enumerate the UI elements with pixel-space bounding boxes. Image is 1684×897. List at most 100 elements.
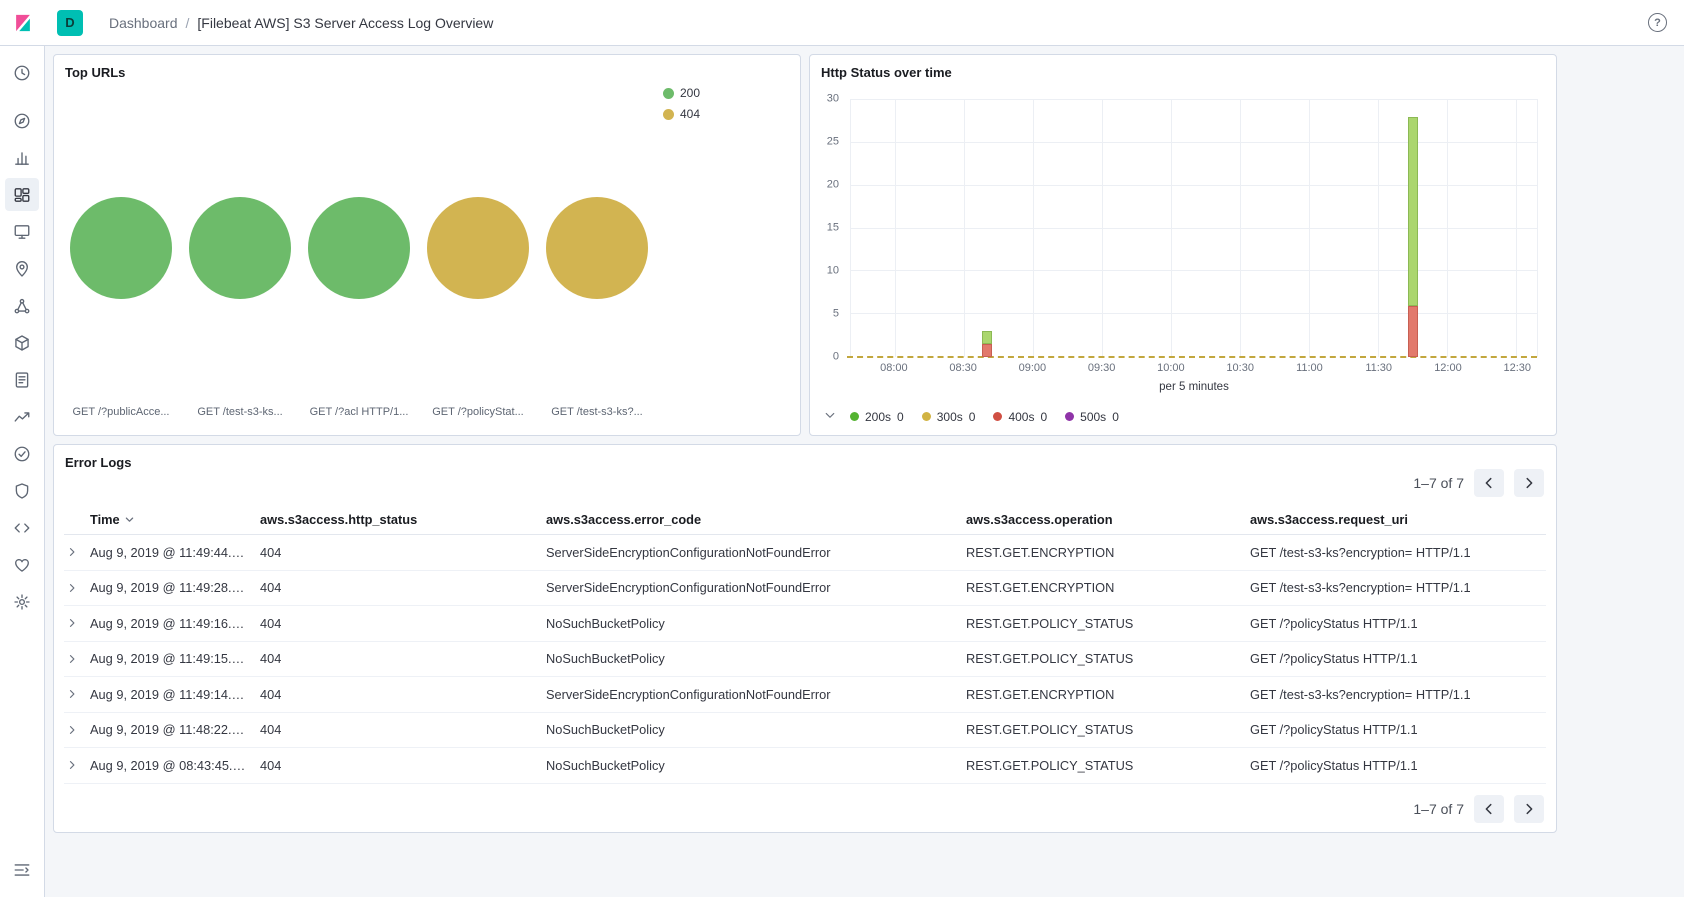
sidebar-item-canvas[interactable]	[5, 215, 39, 248]
legend-item[interactable]: 400s 0	[993, 410, 1047, 424]
previous-page-button[interactable]	[1474, 795, 1504, 823]
sidebar-item-siem[interactable]	[5, 474, 39, 507]
sidebar-item-apm[interactable]	[5, 400, 39, 433]
breadcrumb-separator: /	[186, 15, 190, 31]
kibana-logo[interactable]	[13, 13, 33, 33]
sidebar-item-infrastructure[interactable]	[5, 326, 39, 359]
bar-segment-200s	[1408, 117, 1418, 305]
column-header-time[interactable]: Time	[90, 512, 260, 527]
sidebar-item-dashboard[interactable]	[5, 178, 39, 211]
legend-color-dot	[850, 412, 859, 421]
gridline-v	[1378, 100, 1379, 357]
y-tick-15: 15	[827, 223, 839, 234]
table-row: Aug 9, 2019 @ 11:49:14.000 404 ServerSid…	[64, 677, 1546, 713]
legend-color-dot	[1065, 412, 1074, 421]
column-header-operation[interactable]: aws.s3access.operation	[966, 512, 1250, 527]
sidebar-item-stack-monitoring[interactable]	[5, 548, 39, 581]
http-status-cell: 404	[260, 687, 546, 702]
space-badge[interactable]: D	[57, 10, 83, 36]
sidebar-item-machine-learning[interactable]	[5, 289, 39, 322]
top-navigation-bar: D Dashboard / [Filebeat AWS] S3 Server A…	[0, 0, 1684, 46]
legend-collapse-icon[interactable]	[824, 409, 836, 424]
legend-item[interactable]: 300s 0	[922, 410, 976, 424]
expand-row-icon[interactable]	[66, 582, 78, 594]
gridline-v	[1033, 100, 1034, 357]
http-status-cell: 404	[260, 758, 546, 773]
legend-item[interactable]: 404	[663, 107, 700, 121]
legend-item[interactable]: 200s 0	[850, 410, 904, 424]
url-bubble-label: GET /test-s3-ks?...	[546, 406, 648, 418]
x-tick-10:00: 10:00	[1157, 362, 1185, 374]
panel-top-urls: Top URLs 200 404 GET /?publicAcce...GET …	[53, 54, 801, 436]
help-icon[interactable]: ?	[1648, 13, 1667, 32]
error-code-cell: NoSuchBucketPolicy	[546, 722, 966, 737]
y-tick-20: 20	[827, 180, 839, 191]
next-page-button[interactable]	[1514, 469, 1544, 497]
legend-value: 0	[897, 410, 904, 424]
y-tick-25: 25	[827, 137, 839, 148]
sidebar-item-dev-tools[interactable]	[5, 511, 39, 544]
sidebar-item-visualize[interactable]	[5, 141, 39, 174]
http-status-yaxis: 051015202530	[820, 99, 846, 357]
column-header-request-uri[interactable]: aws.s3access.request_uri	[1250, 512, 1546, 527]
sidebar-item-uptime[interactable]	[5, 437, 39, 470]
collapse-nav-button[interactable]	[5, 855, 39, 885]
legend-label: 300s	[937, 410, 963, 424]
time-cell: Aug 9, 2019 @ 11:49:16.000	[90, 616, 260, 631]
url-bubble[interactable]	[546, 197, 648, 299]
bar-segment-200s	[982, 331, 992, 344]
http-status-cell: 404	[260, 545, 546, 560]
x-tick-12:30: 12:30	[1503, 362, 1531, 374]
next-page-button[interactable]	[1514, 795, 1544, 823]
url-bubble[interactable]	[308, 197, 410, 299]
operation-cell: REST.GET.ENCRYPTION	[966, 545, 1250, 560]
dashboard-content: Top URLs 200 404 GET /?publicAcce...GET …	[45, 46, 1684, 897]
legend-value: 0	[969, 410, 976, 424]
url-bubble[interactable]	[189, 197, 291, 299]
sidebar-item-discover[interactable]	[5, 104, 39, 137]
breadcrumb-dashboard-link[interactable]: Dashboard	[109, 15, 178, 31]
url-bubble[interactable]	[70, 197, 172, 299]
legend-label: 200s	[865, 410, 891, 424]
sidebar	[0, 46, 45, 897]
bar-11:45[interactable]	[1408, 100, 1418, 357]
expand-row-icon[interactable]	[66, 759, 78, 771]
time-cell: Aug 9, 2019 @ 08:43:45.000	[90, 758, 260, 773]
legend-item[interactable]: 200	[663, 86, 700, 100]
pagination-bottom: 1–7 of 7	[1413, 795, 1544, 823]
request-uri-cell: GET /?policyStatus HTTP/1.1	[1250, 722, 1546, 737]
sidebar-item-recently-viewed[interactable]	[5, 56, 39, 89]
legend-item[interactable]: 500s 0	[1065, 410, 1119, 424]
sidebar-item-logs[interactable]	[5, 363, 39, 396]
expand-row-icon[interactable]	[66, 546, 78, 558]
top-urls-bubble-labels: GET /?publicAcce...GET /test-s3-ks...GET…	[70, 406, 648, 418]
expand-row-icon[interactable]	[66, 617, 78, 629]
time-cell: Aug 9, 2019 @ 11:49:44.000	[90, 545, 260, 560]
bar-08:40[interactable]	[982, 100, 992, 357]
error-code-cell: NoSuchBucketPolicy	[546, 616, 966, 631]
error-code-cell: ServerSideEncryptionConfigurationNotFoun…	[546, 545, 966, 560]
bar-segment-400s	[1408, 306, 1418, 357]
sidebar-item-maps[interactable]	[5, 252, 39, 285]
expand-cell	[64, 724, 90, 736]
expand-row-icon[interactable]	[66, 688, 78, 700]
url-bubble[interactable]	[427, 197, 529, 299]
expand-cell	[64, 546, 90, 558]
column-header-http-status[interactable]: aws.s3access.http_status	[260, 512, 546, 527]
pagination-top: 1–7 of 7	[1413, 469, 1544, 497]
expand-row-icon[interactable]	[66, 653, 78, 665]
request-uri-cell: GET /?policyStatus HTTP/1.1	[1250, 758, 1546, 773]
x-tick-09:00: 09:00	[1019, 362, 1047, 374]
table-row: Aug 9, 2019 @ 08:43:45.000 404 NoSuchBuc…	[64, 748, 1546, 784]
http-status-chart: 051015202530 08:0008:3009:0009:3010:0010…	[820, 99, 1538, 357]
help-glyph: ?	[1654, 17, 1661, 29]
column-header-error-code[interactable]: aws.s3access.error_code	[546, 512, 966, 527]
legend-label: 400s	[1008, 410, 1034, 424]
gridline-h	[851, 142, 1537, 143]
expand-row-icon[interactable]	[66, 724, 78, 736]
sidebar-item-management[interactable]	[5, 585, 39, 618]
operation-cell: REST.GET.POLICY_STATUS	[966, 651, 1250, 666]
previous-page-button[interactable]	[1474, 469, 1504, 497]
request-uri-cell: GET /test-s3-ks?encryption= HTTP/1.1	[1250, 580, 1546, 595]
gridline-h	[851, 313, 1537, 314]
